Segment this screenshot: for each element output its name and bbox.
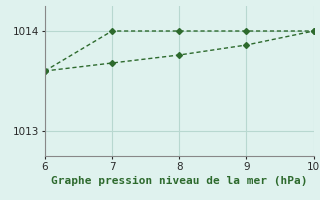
X-axis label: Graphe pression niveau de la mer (hPa): Graphe pression niveau de la mer (hPa) [51,176,308,186]
